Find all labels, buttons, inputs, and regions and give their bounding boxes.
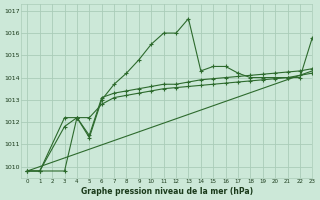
X-axis label: Graphe pression niveau de la mer (hPa): Graphe pression niveau de la mer (hPa) [81,187,253,196]
